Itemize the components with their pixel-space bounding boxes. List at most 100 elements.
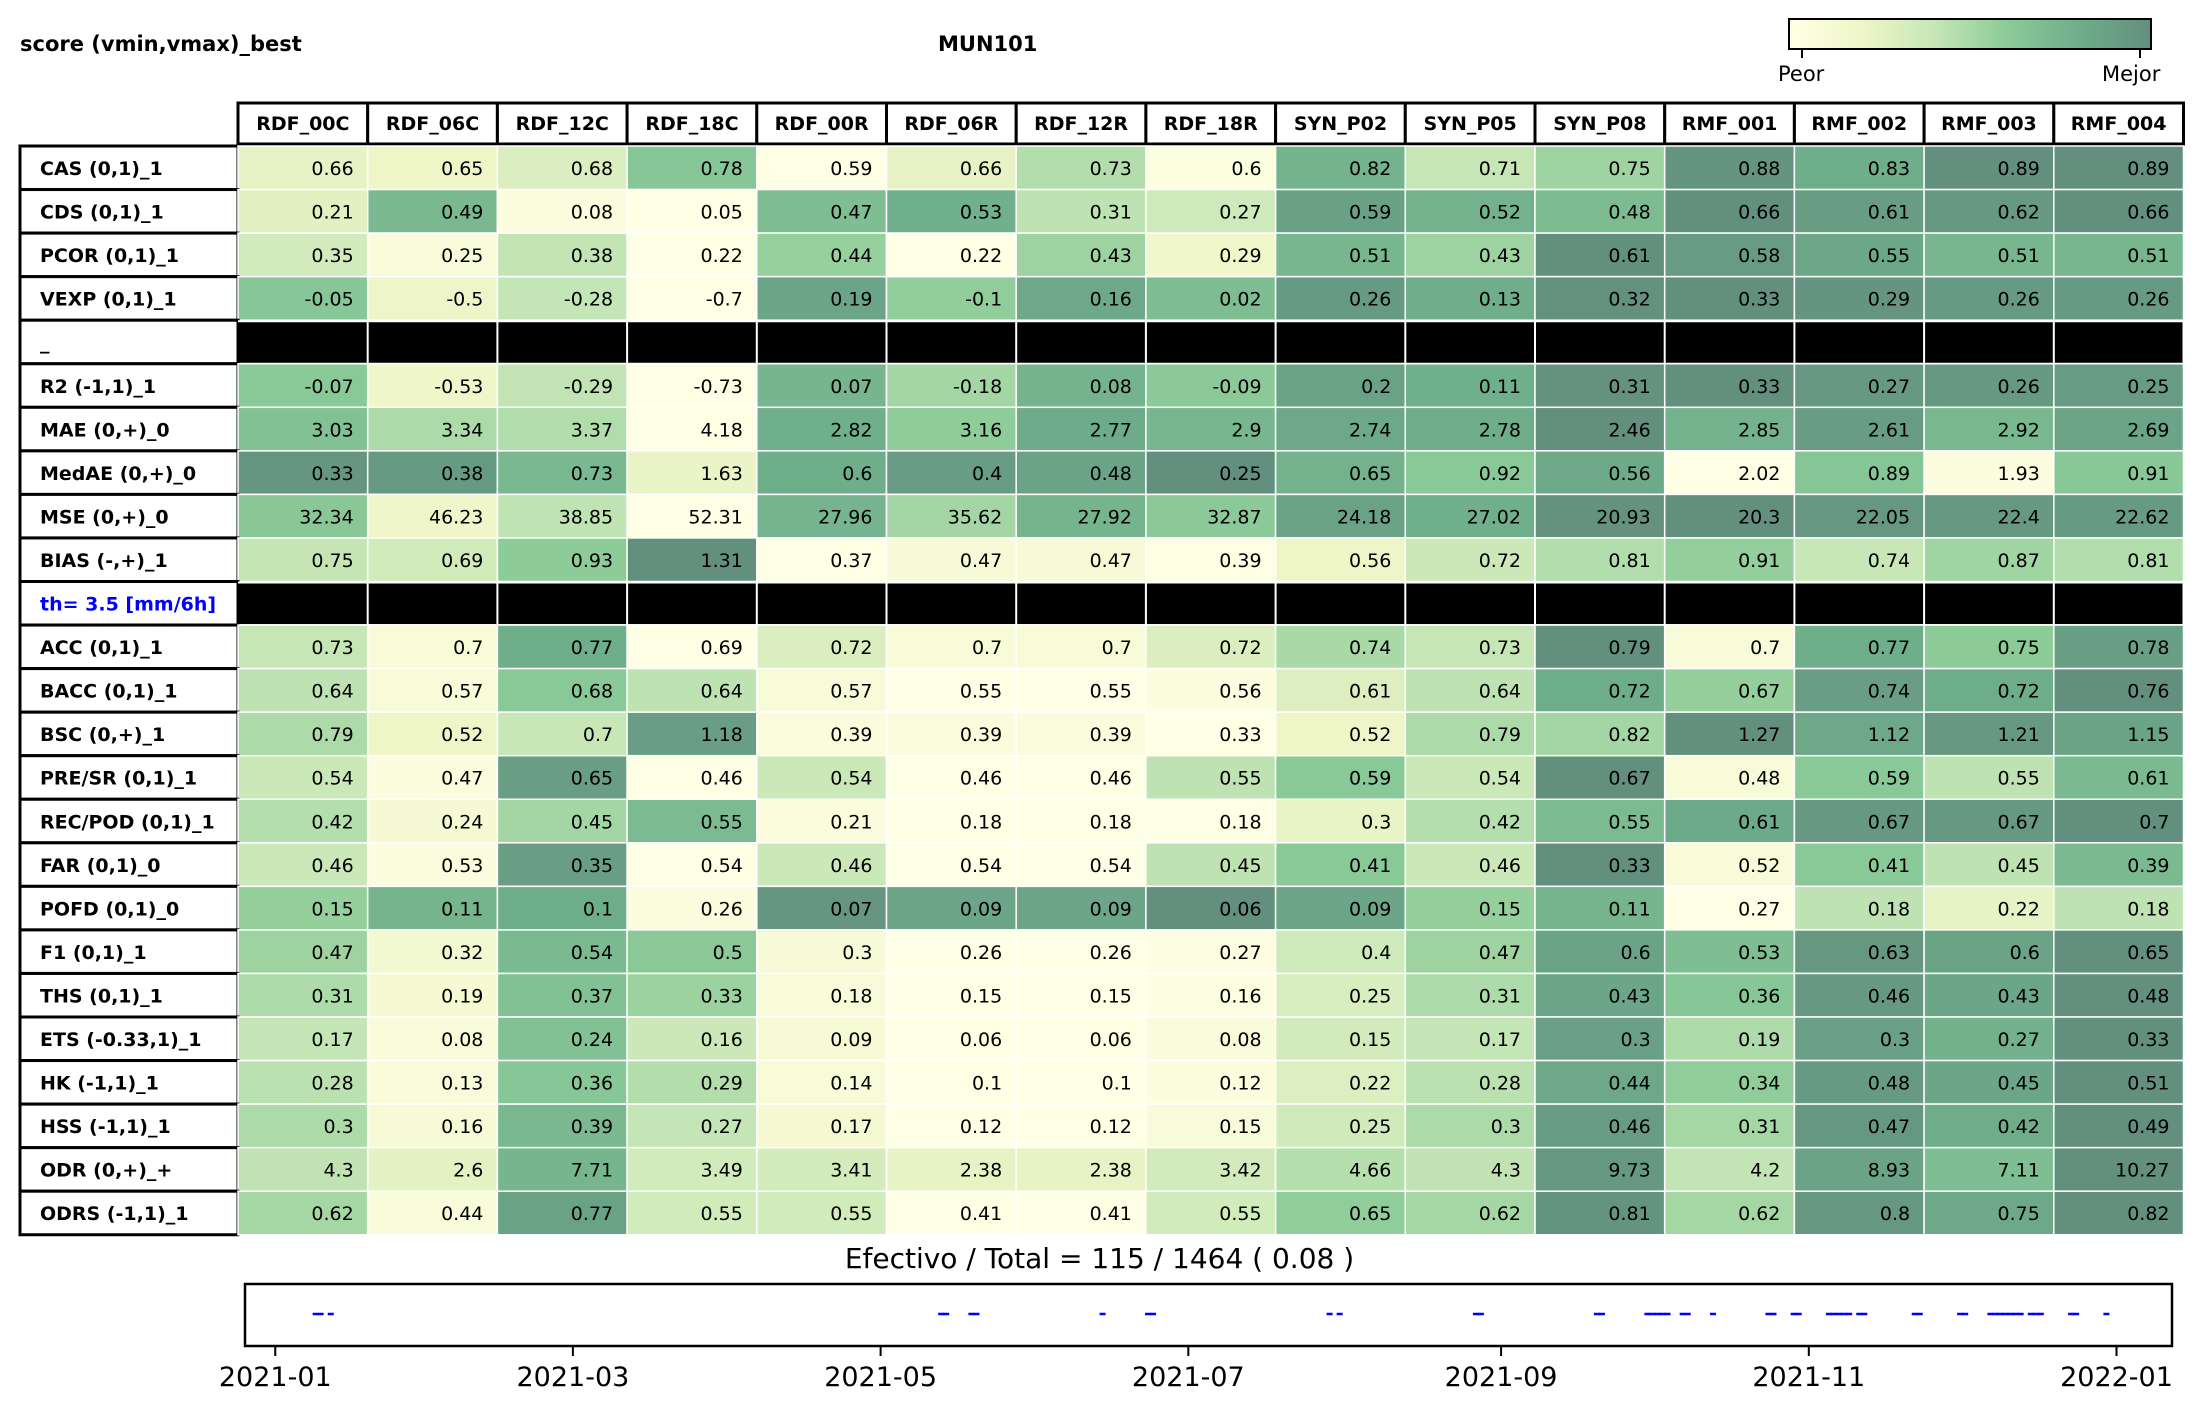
heatmap-cell bbox=[1923, 624, 2055, 670]
separator-cell bbox=[628, 582, 756, 625]
heatmap-cell bbox=[885, 1059, 1017, 1105]
column-header-box bbox=[236, 101, 370, 146]
cell-value: 0.55 bbox=[700, 1203, 742, 1225]
heatmap-cell bbox=[1015, 667, 1147, 713]
heatmap-cell bbox=[885, 145, 1017, 191]
cell-value: 0.55 bbox=[1219, 1203, 1261, 1225]
heatmap-cell bbox=[1663, 363, 1796, 409]
cell-value: 0.2 bbox=[1361, 376, 1391, 398]
cell-value: 0.37 bbox=[571, 985, 613, 1007]
column-header-box bbox=[1403, 101, 1537, 146]
x-tick-label: 2021-03 bbox=[516, 1362, 629, 1393]
colorbar-tick-right bbox=[2139, 48, 2141, 58]
column-header-box bbox=[1014, 101, 1148, 146]
cell-value: 0.31 bbox=[311, 985, 353, 1007]
cell-value: 0.58 bbox=[1738, 245, 1780, 267]
separator-cell bbox=[1795, 582, 1924, 625]
cell-value: 0.32 bbox=[441, 942, 483, 964]
cell-value: 0.39 bbox=[571, 1116, 613, 1138]
cell-value: 2.85 bbox=[1738, 419, 1780, 441]
heatmap-cell bbox=[237, 1016, 369, 1062]
heatmap-cell bbox=[1534, 406, 1666, 452]
cell-value: 0.27 bbox=[1219, 202, 1261, 224]
heatmap-cell bbox=[1793, 754, 1925, 801]
cell-value: 0.74 bbox=[1868, 681, 1910, 703]
row-label: MSE (0,+)_0 bbox=[40, 506, 169, 528]
cell-value: 0.24 bbox=[441, 811, 483, 833]
cell-value: 0.13 bbox=[1479, 289, 1521, 311]
row-label: R2 (-1,1)_1 bbox=[40, 376, 156, 398]
heatmap-cell bbox=[1274, 667, 1407, 713]
row-label-box bbox=[18, 492, 240, 540]
cell-value: 3.03 bbox=[311, 419, 353, 441]
cell-value: 0.19 bbox=[441, 985, 483, 1007]
cell-value: -0.07 bbox=[305, 376, 354, 398]
cell-value: 0.28 bbox=[1479, 1073, 1521, 1095]
cell-value: 0.62 bbox=[1738, 1203, 1780, 1225]
cell-value: 1.18 bbox=[700, 724, 742, 746]
cell-value: 0.72 bbox=[1608, 681, 1650, 703]
cell-value: 0.36 bbox=[571, 1073, 613, 1095]
cell-value: 0.43 bbox=[1608, 985, 1650, 1007]
separator-cell bbox=[887, 321, 1016, 363]
cell-value: 0.39 bbox=[1219, 550, 1261, 572]
heatmap-cell bbox=[237, 1190, 369, 1236]
cell-value: 0.44 bbox=[441, 1203, 483, 1225]
row-label: THS (0,1)_1 bbox=[40, 985, 163, 1007]
cell-value: 0.82 bbox=[1349, 158, 1391, 180]
cell-value: 0.42 bbox=[1479, 811, 1521, 833]
cell-value: 0.15 bbox=[1349, 1029, 1391, 1051]
heatmap-cell bbox=[366, 188, 499, 234]
heatmap-cell bbox=[1404, 275, 1536, 321]
heatmap-cell bbox=[885, 1016, 1017, 1062]
heatmap-cell bbox=[1663, 537, 1796, 583]
row-label: VEXP (0,1)_1 bbox=[40, 289, 177, 311]
cell-value: 4.18 bbox=[700, 419, 742, 441]
heatmap-cell bbox=[1404, 145, 1536, 191]
cell-value: 0.81 bbox=[1608, 1203, 1650, 1225]
heatmap-cell bbox=[496, 1016, 628, 1062]
heatmap-cell bbox=[237, 1059, 369, 1105]
cell-value: 0.08 bbox=[441, 1029, 483, 1051]
row-label-box bbox=[18, 275, 240, 322]
cell-value: 0.41 bbox=[1868, 855, 1910, 877]
heatmap-cell bbox=[1274, 842, 1407, 888]
cell-value: 1.63 bbox=[700, 463, 742, 485]
heatmap-cell bbox=[2053, 1190, 2185, 1236]
cell-value: 0.45 bbox=[1997, 1073, 2039, 1095]
heatmap-cell bbox=[1793, 667, 1925, 713]
cell-value: 2.74 bbox=[1349, 419, 1391, 441]
x-tick-label: 2021-11 bbox=[1752, 1362, 1865, 1393]
cell-value: 1.15 bbox=[2127, 724, 2169, 746]
heatmap-cell bbox=[1145, 232, 1277, 278]
column-header: SYN_P08 bbox=[1553, 113, 1646, 135]
cell-value: 0.54 bbox=[1479, 768, 1521, 790]
row-label: _ bbox=[40, 332, 50, 354]
row-label-box bbox=[18, 1059, 240, 1106]
column-header: SYN_P05 bbox=[1424, 113, 1517, 135]
row-label-box bbox=[18, 580, 240, 627]
heatmap-cell bbox=[885, 363, 1017, 409]
cell-value: 0.36 bbox=[1738, 985, 1780, 1007]
heatmap-cell bbox=[237, 363, 369, 409]
heatmap-cell bbox=[237, 624, 369, 670]
heatmap-cell bbox=[366, 1059, 499, 1105]
heatmap-cell bbox=[1923, 537, 2055, 583]
heatmap-cell bbox=[1793, 406, 1925, 452]
heatmap-cell bbox=[1404, 406, 1536, 452]
cell-value: 0.81 bbox=[1608, 550, 1650, 572]
row-label-box bbox=[18, 1102, 240, 1150]
cell-value: 0.54 bbox=[1090, 855, 1132, 877]
cell-value: 27.92 bbox=[1077, 506, 1131, 528]
heatmap-cell bbox=[1663, 188, 1796, 234]
cell-value: 0.78 bbox=[2127, 637, 2169, 659]
cell-value: -0.7 bbox=[706, 289, 743, 311]
cell-value: 0.49 bbox=[2127, 1116, 2169, 1138]
cell-value: 0.89 bbox=[1997, 158, 2039, 180]
column-header: RDF_00C bbox=[256, 113, 349, 135]
cell-value: 0.72 bbox=[830, 637, 872, 659]
cell-value: -0.5 bbox=[446, 289, 483, 311]
separator-cell bbox=[1665, 582, 1794, 625]
heatmap-cell bbox=[1404, 1146, 1536, 1192]
cell-value: 0.68 bbox=[571, 158, 613, 180]
